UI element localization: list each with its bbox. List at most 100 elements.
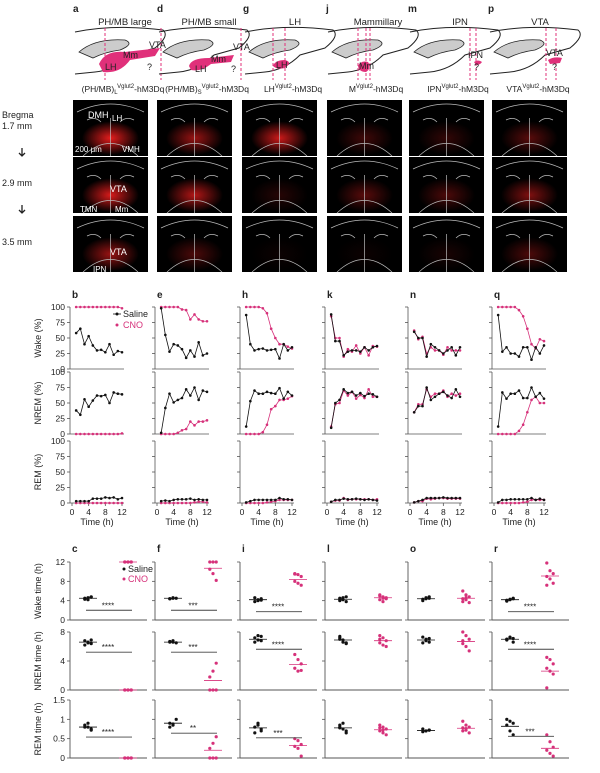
cno-dot [467, 725, 471, 729]
cno-dot [467, 601, 471, 605]
panel-caption: LHVglut2-hM3Dq [264, 84, 322, 94]
saline-point [184, 497, 188, 501]
caption-main: LH [264, 84, 275, 94]
saline-point [334, 339, 337, 343]
line-chart-q-nrem [489, 371, 546, 436]
saline-point [334, 401, 337, 405]
cno-dot [126, 688, 130, 692]
cno-point [265, 311, 269, 315]
cno-point [244, 305, 248, 309]
y-tick-label: 100 [51, 436, 65, 446]
region-label: ? [474, 62, 479, 72]
saline-point [350, 497, 354, 501]
region-label: ? [231, 64, 236, 74]
cno-point [338, 401, 341, 405]
x-tick-label: 4 [508, 507, 513, 517]
cno-dot [381, 600, 385, 604]
x-tick-label: 8 [525, 507, 530, 517]
cno-dot [214, 578, 218, 582]
saline-point [261, 498, 265, 502]
cno-dot [464, 727, 468, 731]
saline-line [160, 308, 208, 359]
annotation: VMH [122, 145, 140, 154]
saline-point [359, 350, 362, 353]
saline-point [496, 501, 500, 504]
cno-point [159, 501, 163, 505]
saline-point [505, 346, 508, 349]
x-axis-label: Time (h) [335, 517, 368, 527]
x-tick-label: 4 [86, 507, 91, 517]
cno-dot [381, 596, 385, 600]
dot-plot-l-nrem [322, 631, 402, 691]
saline-point [501, 498, 504, 502]
annotation: TMN [80, 205, 98, 214]
cno-dot [293, 744, 297, 749]
y-tick-label: 50 [56, 467, 66, 477]
y-tick-label: 8 [60, 627, 65, 637]
atlas-outline [76, 219, 145, 273]
cno-point [509, 305, 512, 309]
cno-point [269, 327, 273, 331]
region-label: VTA [149, 40, 166, 50]
saline-point [454, 388, 458, 391]
saline-point [205, 390, 209, 394]
saline-point [257, 498, 260, 502]
atlas-outline [412, 219, 481, 273]
cno-point [450, 392, 453, 396]
saline-point [359, 391, 362, 395]
saline-point [542, 344, 546, 347]
saline-point [244, 501, 248, 504]
histology-section [73, 100, 148, 157]
cno-dot [123, 756, 127, 760]
saline-dot [174, 717, 178, 721]
cno-dot [384, 596, 388, 600]
saline-point [454, 354, 458, 357]
annotation: Mm [115, 205, 129, 214]
saline-dot [253, 731, 257, 735]
cno-point [120, 501, 124, 505]
cno-point [249, 501, 252, 505]
saline-point [104, 350, 107, 354]
saline-point [164, 333, 167, 337]
bregma-label: Bregma [2, 110, 34, 120]
cno-point [112, 432, 115, 436]
significance-stars: *** [525, 727, 534, 736]
saline-dot [424, 729, 428, 733]
cno-point [521, 315, 525, 318]
cno-point [184, 427, 188, 431]
cno-point [74, 305, 78, 309]
caption-main: M [349, 84, 356, 94]
saline-point [342, 354, 345, 357]
saline-point [278, 496, 281, 500]
cno-point [83, 432, 86, 436]
saline-point [496, 313, 500, 317]
cno-point [454, 394, 458, 397]
x-tick-label: 12 [287, 507, 297, 517]
saline-dot [511, 721, 515, 725]
cno-point [108, 432, 111, 436]
region-label: LH [105, 62, 117, 72]
cno-point [338, 336, 341, 340]
cno-point [83, 305, 86, 309]
saline-point [253, 498, 256, 502]
cno-dot [384, 727, 388, 731]
saline-point [249, 399, 252, 403]
saline-point [417, 404, 420, 408]
saline-point [274, 347, 277, 351]
panel-letter: g [243, 4, 249, 15]
cno-dot [551, 754, 555, 758]
atlas-outline [412, 103, 481, 157]
cno-dot [545, 666, 549, 670]
panel-title: Mammillary [354, 17, 403, 28]
cno-point [505, 305, 508, 309]
histology-section [242, 157, 317, 214]
saline-point [450, 346, 453, 349]
saline-point [197, 341, 200, 344]
histology-section [327, 157, 402, 214]
dot-plot-l-wake [322, 561, 402, 621]
saline-point [278, 386, 281, 390]
hippocampus-shape [331, 39, 383, 59]
cno-dot [378, 723, 382, 727]
saline-point [189, 497, 192, 500]
